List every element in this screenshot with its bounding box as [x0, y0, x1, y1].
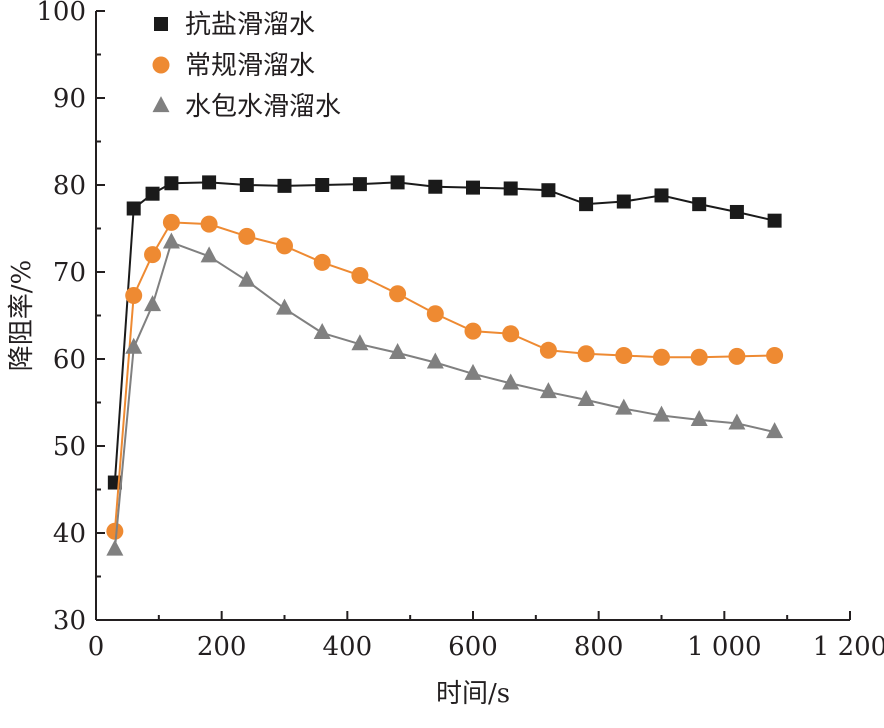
data-point [145, 186, 160, 201]
data-point [539, 341, 557, 359]
legend-marker [154, 17, 168, 31]
data-point [615, 347, 633, 365]
legend-marker [152, 56, 170, 74]
data-point [466, 180, 480, 195]
legend-item: 抗盐滑溜水 [154, 10, 315, 40]
legend-label: 水包水滑溜水 [185, 92, 341, 122]
data-point [654, 188, 669, 203]
data-point [200, 215, 218, 233]
data-point [162, 232, 180, 249]
data-point [464, 363, 482, 380]
y-tick-label: 60 [53, 345, 86, 375]
data-point [426, 352, 444, 369]
y-tick-label: 70 [53, 258, 86, 288]
data-point [202, 175, 217, 190]
series-line [113, 241, 775, 550]
data-point [728, 347, 746, 365]
series-2 [106, 213, 784, 540]
axes: 0 200 400 600 800 1 000 1 200 30 40 50 60 70 80 90 100 [36, 0, 884, 662]
data-point [125, 337, 143, 354]
data-point [729, 204, 744, 219]
y-tick-label: 40 [53, 519, 86, 549]
data-point [653, 348, 670, 366]
data-point [653, 405, 670, 422]
data-point [577, 345, 595, 363]
data-point [503, 181, 518, 196]
data-point [615, 398, 633, 415]
x-tick-label: 1 200 [813, 632, 884, 662]
series-1 [107, 175, 782, 490]
data-point [502, 373, 520, 390]
x-tick-label: 0 [88, 632, 105, 662]
data-point [313, 322, 331, 339]
data-point [126, 201, 141, 216]
series-line [113, 221, 775, 532]
data-point [766, 422, 784, 439]
data-point [352, 177, 367, 192]
x-tick-label: 800 [574, 632, 624, 662]
data-point [767, 213, 782, 228]
y-tick-label: 30 [53, 606, 86, 636]
data-point [164, 176, 179, 191]
data-point [144, 246, 162, 264]
y-tick-label: 50 [53, 432, 86, 462]
data-point [200, 246, 218, 263]
data-point [351, 266, 369, 284]
y-tick-label: 100 [36, 0, 86, 27]
legend-label: 常规滑溜水 [185, 51, 315, 81]
series-layer [106, 175, 784, 556]
legend-item: 常规滑溜水 [152, 51, 315, 81]
data-point [106, 539, 124, 556]
data-point [577, 389, 595, 406]
y-tick-label: 90 [53, 84, 86, 114]
data-point [351, 334, 369, 351]
y-tick-label: 80 [53, 171, 86, 201]
x-axis-title: 时间/s [436, 679, 510, 709]
data-point [144, 295, 162, 312]
data-point [276, 237, 293, 255]
data-point [389, 342, 407, 359]
data-point [162, 213, 180, 231]
y-axis-title: 降阻率/% [7, 260, 37, 371]
data-point [616, 194, 631, 209]
data-point [728, 413, 746, 430]
data-point [766, 347, 784, 365]
data-point [502, 325, 520, 343]
data-point [313, 253, 331, 271]
data-point [690, 348, 708, 366]
data-point [238, 227, 256, 245]
data-point [539, 382, 557, 399]
data-point [428, 179, 443, 194]
legend-item: 水包水滑溜水 [152, 92, 341, 122]
data-point [239, 178, 254, 192]
data-point [692, 197, 707, 212]
series-3 [106, 232, 784, 556]
data-point [464, 322, 482, 340]
data-point [315, 178, 330, 192]
data-point [389, 285, 407, 303]
x-tick-label: 400 [323, 632, 373, 662]
x-tick-label: 1 000 [687, 632, 761, 662]
x-tick-label: 600 [448, 632, 498, 662]
data-point [390, 175, 405, 190]
data-point [106, 522, 124, 540]
data-point [277, 178, 292, 193]
x-tick-label: 200 [197, 632, 247, 662]
legend-marker [152, 96, 170, 113]
data-point [276, 298, 293, 315]
data-point [690, 409, 708, 426]
data-point [426, 305, 444, 323]
data-point [125, 286, 143, 304]
legend-label: 抗盐滑溜水 [185, 10, 315, 40]
data-point [238, 270, 256, 287]
data-point [579, 197, 594, 212]
data-point [541, 183, 556, 198]
